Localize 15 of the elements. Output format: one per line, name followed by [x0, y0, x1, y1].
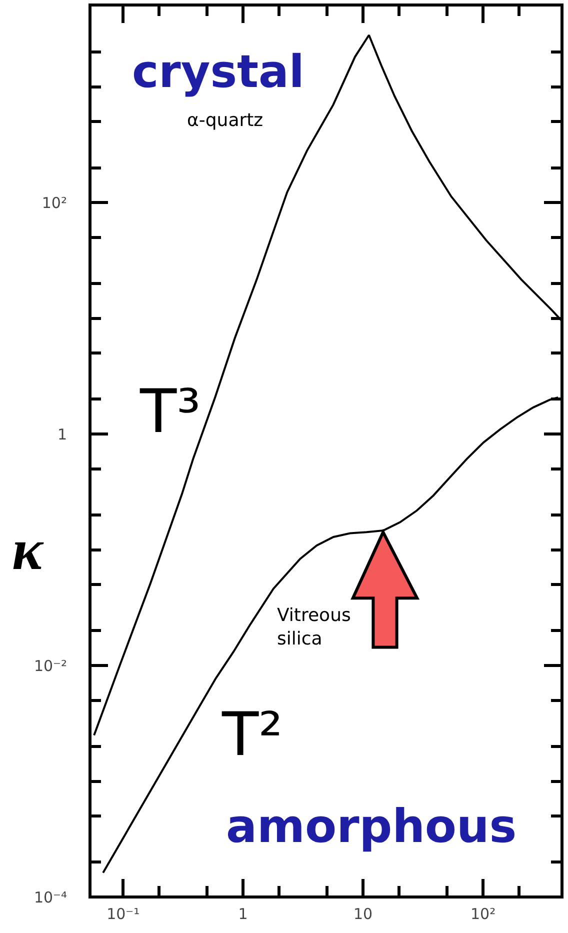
annotation: T² [221, 700, 283, 770]
text: α-quartz [187, 110, 264, 131]
y-tick-label: 1 [57, 425, 67, 444]
y-tick-label: 10⁻⁴ [34, 888, 67, 906]
x-tick-label: 10² [470, 905, 496, 923]
x-tick-label: 10⁻¹ [106, 905, 140, 923]
series-label: Vitreous silica [277, 605, 351, 650]
x-tick-label: 1 [238, 905, 248, 923]
y-tick-label: 10² [42, 194, 67, 212]
x-tick-label: 10 [354, 905, 373, 923]
annotation: crystal [132, 45, 304, 98]
annotation: T³ [139, 377, 201, 447]
y-tick-label: 10⁻² [34, 656, 67, 675]
y-axis-title: κ [12, 517, 44, 582]
annotation: amorphous [226, 799, 517, 853]
